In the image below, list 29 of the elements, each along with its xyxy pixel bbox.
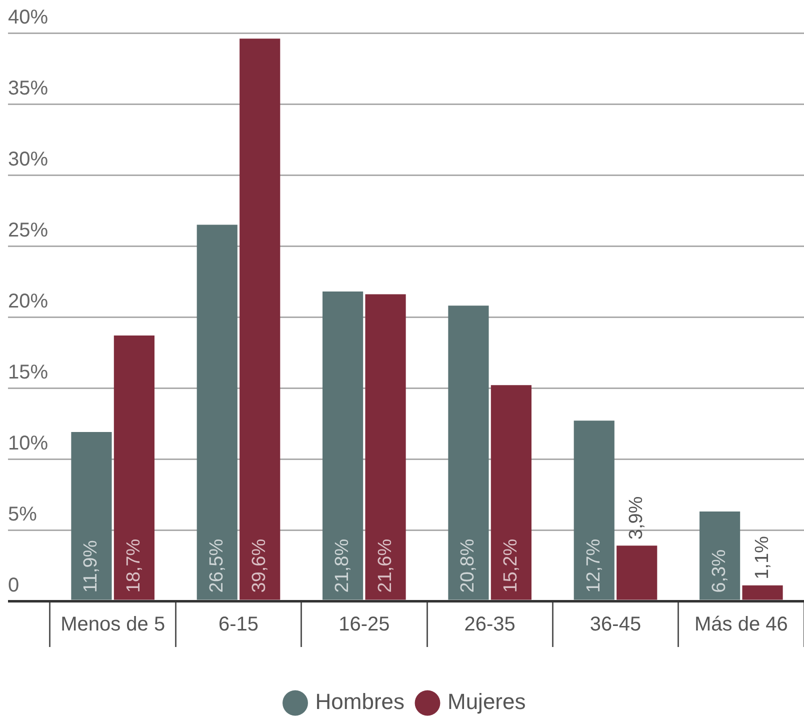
data-label: 6,3% [709, 549, 730, 593]
data-label: 21,6% [374, 538, 396, 593]
data-label: 11,9% [80, 540, 102, 593]
y-tick-label: 5% [8, 504, 38, 526]
y-tick-label: 10% [8, 432, 48, 455]
data-label: 18,7% [123, 538, 144, 593]
data-label: 12,7% [583, 538, 604, 593]
data-label: 3,9% [626, 496, 648, 540]
y-tick-label: 35% [8, 78, 48, 100]
y-tick-label: 0 [8, 574, 20, 597]
legend-label: Mujeres [448, 689, 526, 714]
x-tick-label: Menos de 5 [60, 614, 166, 636]
y-tick-label: 25% [8, 220, 48, 242]
y-tick-label: 20% [8, 290, 48, 313]
data-label: 26,5% [206, 538, 228, 593]
y-tick-label: 30% [8, 148, 48, 171]
x-tick-label: 16-25 [338, 614, 390, 636]
x-tick-label: Más de 46 [694, 614, 788, 636]
data-label: 21,8% [332, 538, 354, 593]
x-tick-label: 26-35 [464, 614, 516, 636]
x-tick-label: 36-45 [590, 614, 642, 636]
data-label: 20,8% [458, 538, 479, 593]
data-label: 15,2% [500, 538, 522, 593]
legend-label: Hombres [315, 689, 405, 714]
y-tick-label: 40% [8, 6, 48, 29]
data-label: 1,1% [752, 536, 773, 580]
y-tick-label: 15% [8, 362, 48, 384]
data-label: 39,6% [249, 538, 270, 593]
x-tick-label: 6-15 [218, 614, 259, 636]
